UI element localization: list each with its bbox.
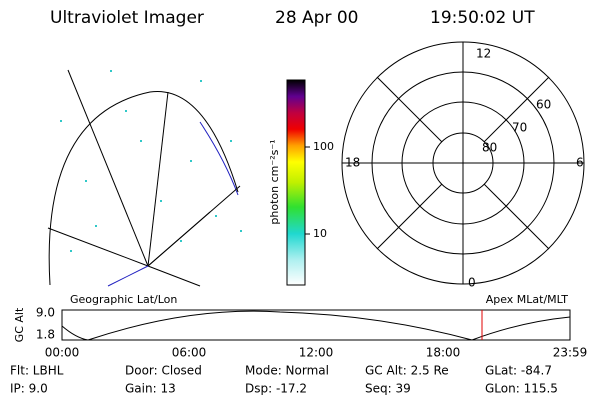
mlt-label: 12	[476, 47, 491, 61]
status-field: Gain: 13	[125, 382, 176, 396]
status-field: Mode: Normal	[245, 364, 329, 378]
strip-xtick: 12:00	[299, 346, 334, 360]
mlt-label: 6	[576, 156, 584, 170]
strip-title: Apex MLat/MLT	[486, 293, 569, 306]
mlt-label: 0	[468, 276, 476, 290]
strip-title: Geographic Lat/Lon	[70, 293, 177, 306]
strip-frame	[61, 309, 571, 341]
colorbar-tick-label: 100	[313, 140, 334, 153]
lat-label: 70	[512, 121, 527, 135]
time: 19:50:02 UT	[430, 8, 535, 28]
strip-xtick: 23:59	[553, 346, 588, 360]
date: 28 Apr 00	[275, 8, 358, 28]
strip-ytick: 9.0	[36, 306, 55, 320]
altitude-curve	[61, 310, 571, 341]
status-field: Seq: 39	[365, 382, 411, 396]
polar-grid	[341, 41, 585, 285]
strip-xtick: 06:00	[172, 346, 207, 360]
status-field: Flt: LBHL	[10, 364, 64, 378]
strip-xtick: 18:00	[426, 346, 461, 360]
lat-label: 60	[536, 98, 551, 112]
strip-axis-label: GC Alt	[13, 307, 26, 342]
status-field: GLon: 115.5	[485, 382, 558, 396]
title: Ultraviolet Imager	[50, 8, 204, 28]
status-field: GC Alt: 2.5 Re	[365, 364, 449, 378]
image	[47, 69, 242, 287]
status-field: GLat: -84.7	[485, 364, 552, 378]
status-field: Dsp: -17.2	[245, 382, 307, 396]
strip-xtick: 00:00	[45, 346, 80, 360]
strip-ytick: 1.8	[36, 328, 55, 342]
status-field: Door: Closed	[125, 364, 202, 378]
lat-label: 80	[482, 141, 497, 155]
colorbar-label: photon cm⁻²s⁻¹	[268, 139, 281, 224]
mlt-label: 18	[345, 156, 360, 170]
colorbar-tick-label: 10	[313, 227, 327, 240]
status-field: IP: 9.0	[10, 382, 48, 396]
colorbar	[286, 79, 306, 286]
